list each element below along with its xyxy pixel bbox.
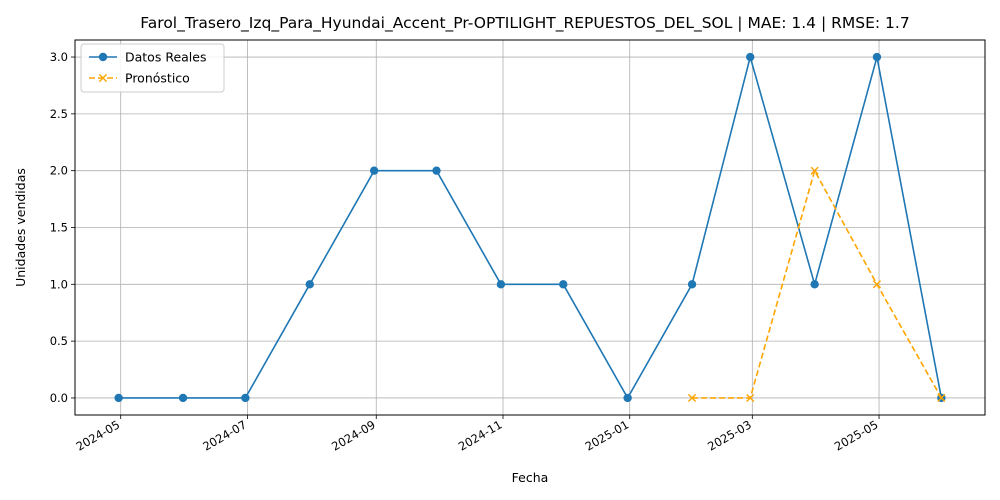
data-point <box>241 393 250 403</box>
legend-box <box>80 43 225 93</box>
data-point <box>114 393 123 403</box>
data-point <box>810 166 819 175</box>
y-tick-label: 0.0 <box>50 391 68 405</box>
legend-label: Pronóstico <box>125 71 190 86</box>
data-point <box>937 393 946 403</box>
x-tick-label: 2024-11 <box>456 417 505 453</box>
y-tick-label: 1.0 <box>50 277 68 291</box>
data-point <box>687 393 697 403</box>
legend-marker <box>98 52 108 62</box>
y-tick-label: 1.5 <box>50 221 68 235</box>
axis-ticks: 2024-05 2024-07 2024-09 2024-11 2025-01 2025-… <box>50 50 881 454</box>
data-point <box>559 280 568 289</box>
data-point <box>178 393 188 403</box>
y-tick-label: 0.5 <box>50 334 68 348</box>
y-axis-label: Unidades vendidas <box>13 168 28 287</box>
legend-marker <box>98 73 108 83</box>
series-layer <box>114 52 946 403</box>
x-axis-label: Fecha <box>512 470 549 485</box>
series-1 <box>687 166 946 403</box>
legend-item: Datos Reales <box>89 50 206 65</box>
x-tick-label: 2025-05 <box>832 417 881 453</box>
data-point <box>746 393 755 403</box>
grid-lines <box>75 40 985 415</box>
data-point <box>369 166 379 175</box>
data-point <box>305 280 314 289</box>
x-tick-label: 2024-05 <box>74 417 123 453</box>
chart-title: Farol_Trasero_Izq_Para_Hyundai_Accent_Pr… <box>140 14 909 33</box>
y-tick-label: 3.0 <box>50 50 68 64</box>
series-line <box>692 168 943 399</box>
legend-item: Pronóstico <box>89 71 190 86</box>
data-point <box>432 166 441 175</box>
y-tick-label: 2.0 <box>50 164 68 178</box>
legend-label: Datos Reales <box>125 50 206 65</box>
x-tick-label: 2025-03 <box>705 417 754 453</box>
data-point <box>623 393 632 403</box>
y-tick-label: 2.5 <box>50 107 68 121</box>
data-point <box>872 52 882 62</box>
data-point <box>687 280 697 289</box>
data-point <box>496 280 506 289</box>
data-point <box>872 280 882 289</box>
series-line <box>118 53 943 400</box>
x-tick-label: 2024-07 <box>200 417 249 453</box>
x-tick-label: 2024-09 <box>329 417 378 453</box>
data-point <box>810 280 819 289</box>
data-point <box>746 52 755 62</box>
x-tick-label: 2025-01 <box>583 417 632 453</box>
legend: Datos Reales Pronóstico <box>80 43 225 93</box>
